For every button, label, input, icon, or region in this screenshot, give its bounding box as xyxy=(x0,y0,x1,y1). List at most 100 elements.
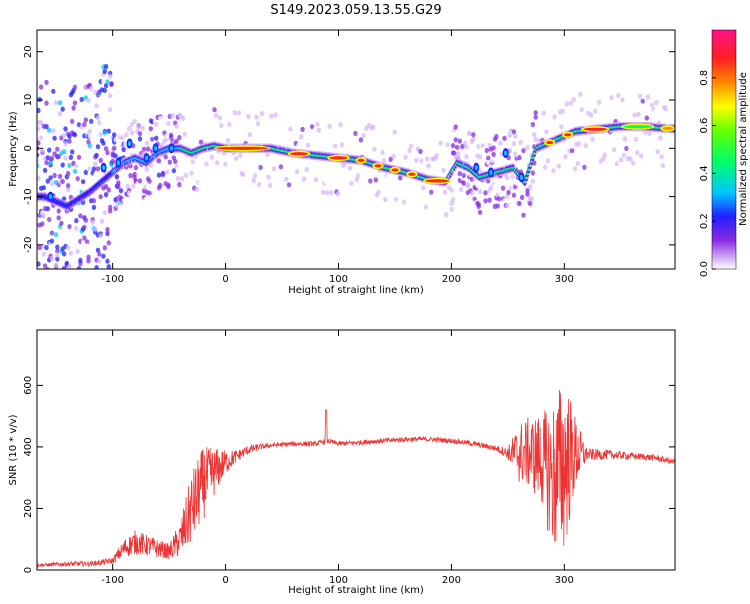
heatmap-cell xyxy=(128,163,133,169)
heatmap-cell xyxy=(61,312,65,317)
heatmap-cell xyxy=(396,133,401,140)
heatmap-cell xyxy=(80,199,86,205)
heatmap-cell xyxy=(90,179,95,185)
heatmap-cell xyxy=(234,155,239,161)
heatmap-cell xyxy=(494,133,499,140)
heatmap-cell xyxy=(583,127,608,131)
heatmap-cell xyxy=(370,124,376,131)
heatmap-cell xyxy=(98,157,103,163)
heatmap-cell xyxy=(105,150,110,156)
heatmap-cell xyxy=(40,147,45,153)
heatmap-cell xyxy=(87,133,93,139)
heatmap-cell xyxy=(70,293,74,298)
heatmap-cell xyxy=(179,176,185,182)
heatmap-cell xyxy=(593,108,598,114)
heatmap-cell xyxy=(198,139,204,145)
heatmap-cell xyxy=(511,192,517,198)
heatmap-cell xyxy=(353,130,358,137)
heatmap-cell xyxy=(37,245,42,251)
heatmap-cell xyxy=(632,112,637,118)
heatmap-cell xyxy=(186,136,191,142)
snr-panel: -100 0 100 200 300 0 200 400 600 Height of strai… xyxy=(8,329,676,596)
snr-ticks: -100 0 100 200 300 0 200 400 600 xyxy=(23,330,675,586)
colorbar-tick-label: 0.4 xyxy=(699,165,710,181)
heatmap-cell xyxy=(621,152,626,158)
heatmap-cell xyxy=(164,169,170,175)
heatmap-cell xyxy=(56,208,61,214)
heatmap-cell xyxy=(517,200,522,207)
heatmap-cell xyxy=(105,258,110,264)
heatmap-cell xyxy=(169,145,173,151)
heatmap-cell xyxy=(83,169,89,175)
heatmap-cell xyxy=(602,152,607,158)
heatmap-cell xyxy=(68,154,74,160)
heatmap-cell xyxy=(131,183,136,189)
heatmap-cell xyxy=(408,172,416,176)
heatmap-cell xyxy=(453,124,458,130)
x-tick-label: 100 xyxy=(329,274,348,285)
heatmap-cell xyxy=(66,186,71,193)
heatmap-cell xyxy=(37,152,40,158)
heatmap-cell xyxy=(52,286,56,291)
heatmap-cell xyxy=(116,180,121,186)
heatmap-cell xyxy=(654,99,659,105)
heatmap-cell xyxy=(108,73,113,80)
heatmap-cell xyxy=(374,164,382,168)
heatmap-cell xyxy=(510,174,515,180)
heatmap-cell xyxy=(49,238,55,244)
snr-x-axis-title: Height of straight line (km) xyxy=(288,585,424,596)
heatmap-cell xyxy=(219,123,224,129)
heatmap-cell xyxy=(670,95,675,101)
heatmap-cell xyxy=(74,218,79,224)
heatmap-cell xyxy=(398,175,403,181)
heatmap-cell xyxy=(36,284,40,289)
heatmap-cell xyxy=(101,253,106,259)
heatmap-cell xyxy=(422,160,427,166)
heatmap-cell xyxy=(440,160,445,166)
colorbar-tick-label: 0.6 xyxy=(699,118,710,134)
heatmap-cell xyxy=(86,258,91,264)
heatmap-cell xyxy=(224,116,229,122)
heatmap-cell xyxy=(582,164,587,170)
heatmap-cell xyxy=(664,141,670,147)
heatmap-cell xyxy=(372,146,377,152)
heatmap-cell xyxy=(62,271,66,276)
heatmap-cell xyxy=(136,124,141,130)
heatmap-cell xyxy=(65,276,69,281)
heatmap-cell xyxy=(61,196,67,202)
heatmap-cell xyxy=(101,79,106,85)
heatmap-cell xyxy=(350,146,355,152)
heatmap-cell xyxy=(85,276,89,281)
heatmap-cell xyxy=(659,154,664,160)
heatmap-cell xyxy=(266,174,271,180)
heatmap-cell xyxy=(66,245,71,251)
heatmap-cell xyxy=(213,112,219,118)
heatmap-cell xyxy=(82,276,86,281)
heatmap-cell xyxy=(437,147,442,153)
heatmap-cell xyxy=(296,142,301,148)
heatmap-cell xyxy=(467,130,472,137)
heatmap-cell xyxy=(51,128,56,134)
heatmap-cell xyxy=(329,156,348,160)
heatmap-cell xyxy=(44,245,49,251)
heatmap-cell xyxy=(60,187,65,193)
heatmap-cell xyxy=(137,136,143,142)
heatmap-cell xyxy=(357,185,362,191)
heatmap-cell xyxy=(93,172,98,178)
heatmap-cell xyxy=(525,191,530,197)
heatmap-cell xyxy=(61,251,67,257)
heatmap-cell xyxy=(564,133,572,137)
colorbar-tick-label: 0.2 xyxy=(699,213,710,229)
heatmap-cell xyxy=(70,149,75,155)
heatmap-cell xyxy=(313,177,319,183)
heatmap-cell xyxy=(477,209,483,215)
heatmap-cell xyxy=(518,139,523,145)
x-tick-label: 0 xyxy=(222,274,228,285)
heatmap-cell xyxy=(304,166,309,173)
heatmap-cell xyxy=(368,178,373,184)
heatmap-cell xyxy=(639,153,644,159)
heatmap-cell xyxy=(112,145,117,151)
heatmap-cell xyxy=(511,141,517,147)
heatmap-cell xyxy=(616,92,621,98)
